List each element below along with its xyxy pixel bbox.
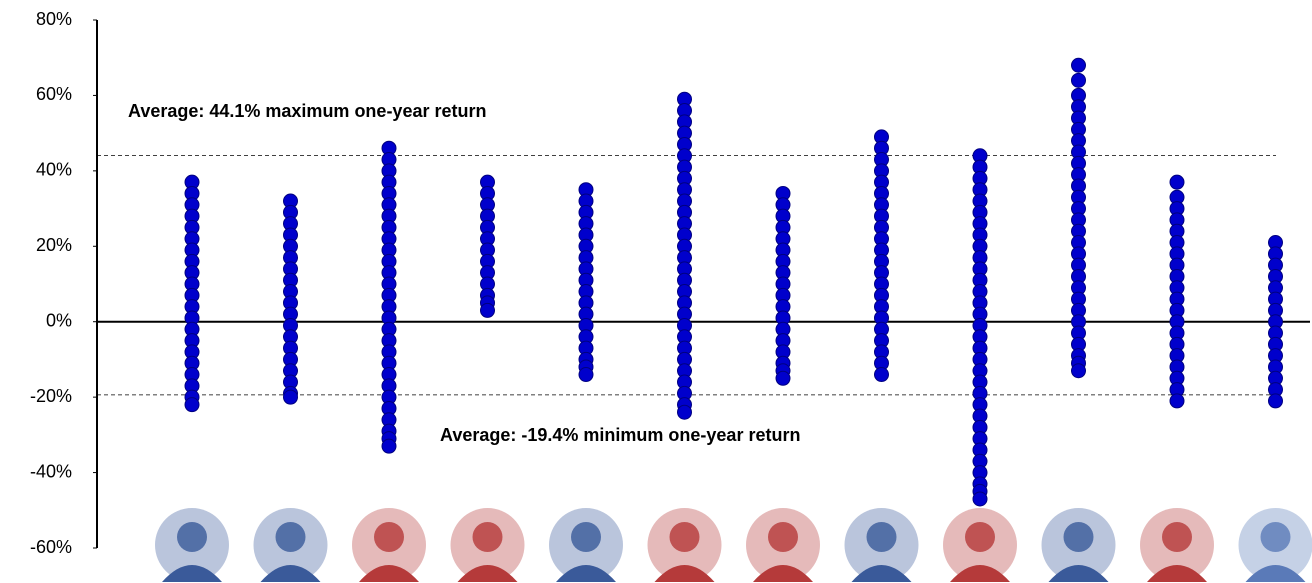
dot (381, 438, 397, 454)
portrait-head (965, 522, 995, 552)
portrait (450, 508, 525, 582)
y-tick-label: 40% (36, 160, 72, 180)
portrait-body (654, 565, 715, 582)
portrait-head (374, 522, 404, 552)
y-tick-label: -20% (30, 386, 72, 406)
portrait (253, 508, 328, 582)
dot (775, 370, 791, 386)
portrait-head (1260, 522, 1291, 552)
portrait (1140, 508, 1214, 582)
portrait (352, 508, 426, 582)
dot (1071, 72, 1086, 88)
dot (1071, 363, 1086, 379)
annotation: Average: -19.4% minimum one-year return (440, 425, 800, 445)
y-tick-label: 80% (36, 9, 72, 29)
portrait (155, 508, 229, 582)
y-tick-label: 0% (46, 310, 72, 330)
y-tick-label: -40% (30, 461, 72, 481)
portrait-head (1162, 522, 1192, 552)
dot (874, 367, 889, 383)
portrait-body (851, 565, 912, 582)
dot (1169, 393, 1185, 409)
portrait-head (669, 522, 700, 552)
dot (480, 302, 495, 318)
portrait (844, 508, 919, 582)
portrait-body (359, 565, 419, 582)
portrait-body (1245, 565, 1306, 582)
portrait-body (260, 565, 321, 582)
y-tick-label: 60% (36, 84, 72, 104)
annotation: Average: 44.1% maximum one-year return (128, 101, 486, 121)
y-tick-label: -60% (30, 537, 72, 557)
dot (184, 397, 200, 413)
portrait-head (768, 522, 798, 552)
portrait-head (275, 522, 306, 552)
dot (1071, 57, 1086, 73)
dot (1169, 174, 1185, 190)
portrait (746, 508, 820, 582)
portrait-head (571, 522, 601, 552)
dot (972, 491, 988, 507)
dot (578, 367, 594, 383)
portrait-head (177, 522, 207, 552)
portrait-head (866, 522, 897, 552)
y-tick-label: 20% (36, 235, 72, 255)
portrait-body (1048, 565, 1109, 582)
dot (1268, 393, 1283, 409)
portrait-body (556, 565, 616, 582)
portrait-body (457, 565, 518, 582)
portrait (1041, 508, 1116, 582)
portrait-body (950, 565, 1010, 582)
dot (677, 404, 692, 420)
portrait-head (1063, 522, 1094, 552)
portrait-body (1147, 565, 1207, 582)
portrait-body (162, 565, 222, 582)
portrait (1238, 508, 1312, 582)
plot: -60% -40% -20% 0% 20% 40% 60% 80% (30, 9, 1312, 582)
portrait (549, 508, 623, 582)
dot (283, 389, 298, 405)
portrait-head (472, 522, 503, 552)
portrait-body (753, 565, 813, 582)
portrait (943, 508, 1017, 582)
portrait (647, 508, 722, 582)
